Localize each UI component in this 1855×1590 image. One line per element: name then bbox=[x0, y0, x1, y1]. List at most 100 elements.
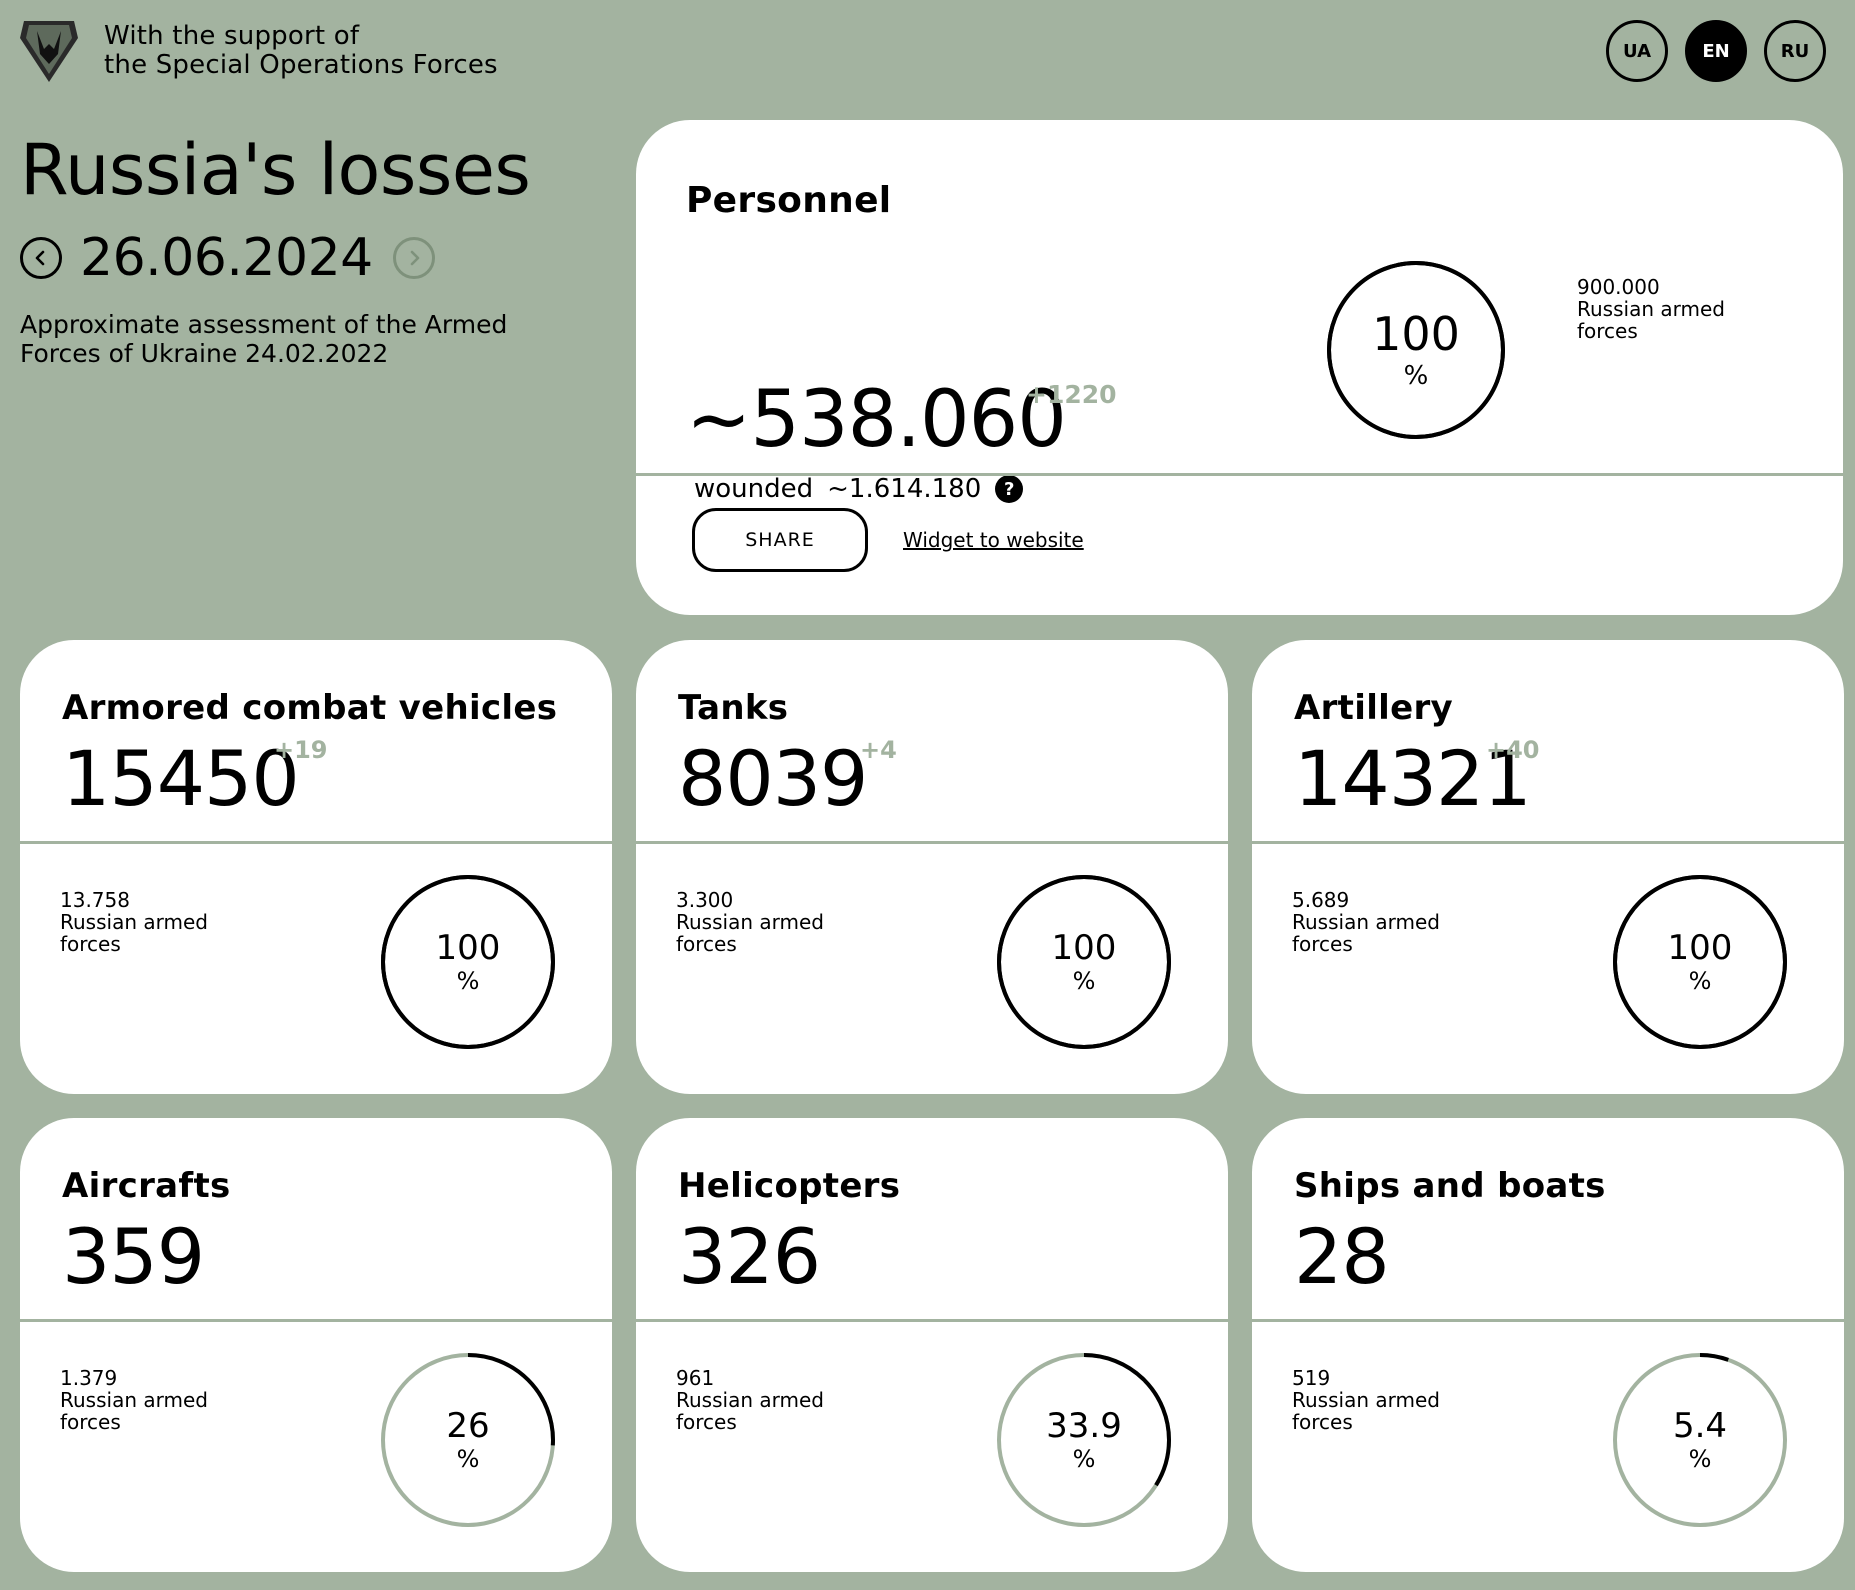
estimate-line-2: forces bbox=[676, 932, 737, 956]
category-percent: 100 bbox=[1051, 928, 1117, 968]
category-card-helicopters: Helicopters 326 961 Russian armed forces… bbox=[636, 1118, 1228, 1572]
category-estimate: 961 Russian armed forces bbox=[676, 1367, 824, 1433]
estimate-line-2: forces bbox=[1577, 319, 1638, 343]
estimate-line-1: Russian armed bbox=[1577, 297, 1725, 321]
page-title: Russia's losses bbox=[20, 129, 531, 211]
estimate-line-2: forces bbox=[1292, 1410, 1353, 1434]
estimate-line-1: Russian armed bbox=[1292, 1388, 1440, 1412]
estimate-line-2: forces bbox=[60, 1410, 121, 1434]
percent-sign: % bbox=[1688, 1445, 1712, 1473]
ring-fill bbox=[1613, 875, 1787, 1049]
ring-fill bbox=[997, 1353, 1171, 1527]
estimate-value: 5.689 bbox=[1292, 888, 1350, 912]
category-estimate: 13.758 Russian armed forces bbox=[60, 889, 208, 955]
support-line-1: With the support of bbox=[104, 21, 360, 51]
personnel-percent: 100 bbox=[1372, 307, 1460, 361]
ring-fill bbox=[1327, 261, 1505, 439]
ring-fill bbox=[997, 875, 1171, 1049]
wounded-label: wounded bbox=[694, 474, 814, 504]
category-percent-ring: 100 % bbox=[380, 874, 556, 1050]
percent-sign: % bbox=[456, 1445, 480, 1473]
card-divider bbox=[20, 841, 612, 844]
sof-logo-icon bbox=[20, 21, 78, 82]
assessment-subtitle: Approximate assessment of the Armed Forc… bbox=[20, 310, 508, 368]
category-estimate: 519 Russian armed forces bbox=[1292, 1367, 1440, 1433]
percent-sign: % bbox=[1072, 1445, 1096, 1473]
wounded-value: ~1.614.180 bbox=[827, 474, 982, 504]
estimate-value: 3.300 bbox=[676, 888, 734, 912]
category-estimate: 1.379 Russian armed forces bbox=[60, 1367, 208, 1433]
category-card-aircrafts: Aircrafts 359 1.379 Russian armed forces… bbox=[20, 1118, 612, 1572]
estimate-value: 900.000 bbox=[1577, 275, 1660, 299]
category-delta: +4 bbox=[860, 736, 897, 764]
lang-en-button[interactable]: EN bbox=[1685, 20, 1747, 82]
category-value: 14321 bbox=[1294, 734, 1532, 823]
category-card-artillery: Artillery 14321 +40 5.689 Russian armed … bbox=[1252, 640, 1844, 1094]
category-title: Helicopters bbox=[678, 1166, 901, 1206]
category-percent-ring: 33.9 % bbox=[996, 1352, 1172, 1528]
estimate-value: 13.758 bbox=[60, 888, 130, 912]
personnel-card: Personnel ~538.060 +1220 wounded ~1.614.… bbox=[636, 120, 1843, 615]
category-percent-ring: 5.4 % bbox=[1612, 1352, 1788, 1528]
widget-link[interactable]: Widget to website bbox=[903, 528, 1084, 552]
personnel-estimate: 900.000 Russian armed forces bbox=[1577, 276, 1725, 342]
category-title: Aircrafts bbox=[62, 1166, 231, 1206]
category-title: Tanks bbox=[678, 688, 789, 728]
category-percent-ring: 100 % bbox=[1612, 874, 1788, 1050]
category-percent: 33.9 bbox=[1046, 1406, 1122, 1446]
category-value: 326 bbox=[678, 1212, 821, 1301]
question-icon[interactable]: ? bbox=[995, 475, 1024, 503]
chevron-left-icon bbox=[35, 250, 45, 266]
brand[interactable]: With the support of the Special Operatio… bbox=[20, 18, 498, 82]
language-switcher: UA EN RU bbox=[1606, 20, 1826, 82]
lang-ru-button[interactable]: RU bbox=[1764, 20, 1826, 82]
estimate-line-2: forces bbox=[676, 1410, 737, 1434]
category-percent: 5.4 bbox=[1672, 1406, 1728, 1446]
category-estimate: 5.689 Russian armed forces bbox=[1292, 889, 1440, 955]
percent-sign: % bbox=[1072, 967, 1096, 995]
prev-date-button[interactable] bbox=[20, 237, 62, 279]
estimate-line-2: forces bbox=[60, 932, 121, 956]
support-text: With the support of the Special Operatio… bbox=[104, 22, 498, 80]
card-divider bbox=[1252, 1319, 1844, 1322]
estimate-line-1: Russian armed bbox=[60, 910, 208, 934]
next-date-button[interactable] bbox=[392, 237, 435, 279]
category-percent-ring: 100 % bbox=[996, 874, 1172, 1050]
estimate-line-2: forces bbox=[1292, 932, 1353, 956]
category-card-armored-combat-vehicles: Armored combat vehicles 15450 +19 13.758… bbox=[20, 640, 612, 1094]
category-title: Ships and boats bbox=[1294, 1166, 1606, 1206]
category-percent: 26 bbox=[446, 1406, 490, 1446]
category-value: 28 bbox=[1294, 1212, 1390, 1301]
category-percent: 100 bbox=[1667, 928, 1733, 968]
estimate-value: 961 bbox=[676, 1366, 715, 1390]
personnel-delta: +1220 bbox=[1026, 380, 1117, 409]
category-card-tanks: Tanks 8039 +4 3.300 Russian armed forces… bbox=[636, 640, 1228, 1094]
wounded-row: wounded ~1.614.180 ? bbox=[694, 474, 1024, 504]
estimate-value: 1.379 bbox=[60, 1366, 118, 1390]
card-divider bbox=[636, 841, 1228, 844]
percent-sign: % bbox=[1688, 967, 1712, 995]
personnel-title: Personnel bbox=[686, 180, 892, 221]
category-card-ships-and-boats: Ships and boats 28 519 Russian armed for… bbox=[1252, 1118, 1844, 1572]
ring-fill bbox=[1613, 1353, 1787, 1527]
ring-fill bbox=[381, 1353, 555, 1527]
category-percent: 100 bbox=[435, 928, 501, 968]
estimate-line-1: Russian armed bbox=[1292, 910, 1440, 934]
personnel-percent-ring: 100 % bbox=[1326, 260, 1506, 440]
ring-fill bbox=[381, 875, 555, 1049]
category-percent-ring: 26 % bbox=[380, 1352, 556, 1528]
category-estimate: 3.300 Russian armed forces bbox=[676, 889, 824, 955]
category-value: 15450 bbox=[62, 734, 300, 823]
estimate-line-1: Russian armed bbox=[60, 1388, 208, 1412]
category-delta: +19 bbox=[274, 736, 328, 764]
personnel-value: ~538.060 bbox=[686, 375, 1067, 465]
support-line-2: the Special Operations Forces bbox=[104, 50, 498, 80]
category-value: 8039 bbox=[678, 734, 868, 823]
lang-ua-button[interactable]: UA bbox=[1606, 20, 1668, 82]
share-button[interactable]: SHARE bbox=[692, 508, 868, 572]
card-divider bbox=[20, 1319, 612, 1322]
date-navigator: 26.06.2024 bbox=[20, 228, 435, 288]
category-delta: +40 bbox=[1486, 736, 1540, 764]
chevron-right-icon bbox=[410, 250, 420, 266]
